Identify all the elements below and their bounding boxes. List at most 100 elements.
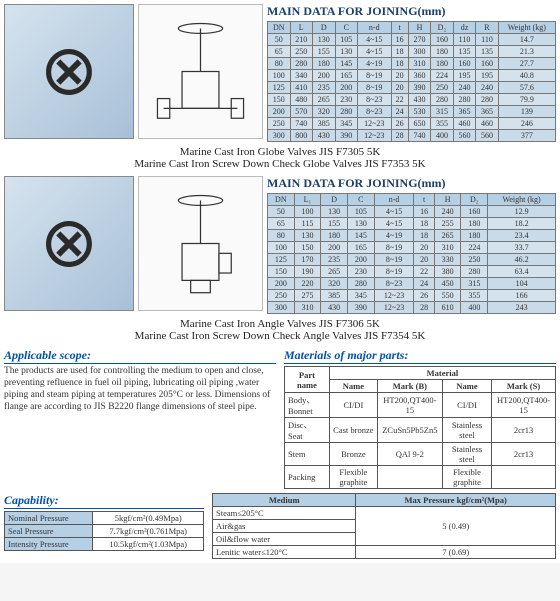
cell: 280 bbox=[453, 94, 476, 106]
cell: Cast bronze bbox=[329, 418, 377, 443]
cell: 450 bbox=[434, 278, 461, 290]
cell: 18 bbox=[391, 46, 408, 58]
cell: 345 bbox=[335, 118, 358, 130]
col-header: D bbox=[321, 194, 348, 206]
caption-1a: Marine Cast Iron Globe Valves JIS F7305 … bbox=[4, 146, 556, 158]
table-row: Steam≤205°C5 (0.49) bbox=[213, 507, 556, 520]
cell: 125 bbox=[268, 82, 291, 94]
med-pressure: 5 (0.49) bbox=[356, 507, 556, 546]
col-header: n-d bbox=[358, 22, 392, 34]
cell: 130 bbox=[348, 218, 375, 230]
col-header: H bbox=[408, 22, 431, 34]
scope-text: The products are used for controlling th… bbox=[4, 366, 276, 414]
cell: 4~15 bbox=[358, 34, 392, 46]
cell: 12~23 bbox=[374, 290, 414, 302]
cell: 150 bbox=[294, 242, 321, 254]
cap-value: 7.7kgf/cm²(0.761Mpa) bbox=[93, 525, 204, 538]
cell: 20 bbox=[391, 70, 408, 82]
table-row: 1501902652308~192238028063.4 bbox=[268, 266, 556, 278]
cell: 230 bbox=[348, 266, 375, 278]
valve-icon: ⊗ bbox=[40, 37, 99, 107]
cell: 300 bbox=[268, 130, 291, 142]
cell: 12~23 bbox=[358, 118, 392, 130]
cell: 155 bbox=[321, 218, 348, 230]
table-row: 1001502001658~192031022433.7 bbox=[268, 242, 556, 254]
cell: 400 bbox=[461, 302, 488, 314]
cell: 340 bbox=[290, 70, 313, 82]
cell: 22 bbox=[414, 266, 434, 278]
cell: 377 bbox=[498, 130, 555, 142]
cell: 80 bbox=[268, 58, 291, 70]
table-row: 25027538534512~2326550355166 bbox=[268, 290, 556, 302]
cell: 26 bbox=[391, 118, 408, 130]
cell: 650 bbox=[408, 118, 431, 130]
part-name-header: Part name bbox=[285, 367, 330, 393]
med-pressure: 7 (0.69) bbox=[356, 546, 556, 559]
cell bbox=[492, 466, 556, 489]
table-row: StemBronzeQAl 9-2Stainless steel2cr13 bbox=[285, 443, 556, 466]
cell: 28 bbox=[414, 302, 434, 314]
cell: 320 bbox=[313, 106, 336, 118]
table-row: 652501551304~151830018013513521.3 bbox=[268, 46, 556, 58]
cell: 8~19 bbox=[374, 254, 414, 266]
cell: 40.8 bbox=[498, 70, 555, 82]
table-row: 1504802652308~232243028028028079.9 bbox=[268, 94, 556, 106]
table-row: Nominal Pressure5kgf/cm²(0.49Mpa) bbox=[5, 512, 204, 525]
cell: 110 bbox=[476, 34, 499, 46]
caption-2b: Marine Cast Iron Screw Down Check Angle … bbox=[4, 330, 556, 342]
cell: 8~19 bbox=[374, 266, 414, 278]
cell: 24 bbox=[414, 278, 434, 290]
cell: 150 bbox=[268, 266, 295, 278]
cell: 105 bbox=[348, 206, 375, 218]
cell: 8~19 bbox=[358, 70, 392, 82]
cell: 430 bbox=[321, 302, 348, 314]
cell: 100 bbox=[268, 70, 291, 82]
cell: 190 bbox=[294, 266, 321, 278]
col-header: H bbox=[434, 194, 461, 206]
cell: 8~23 bbox=[374, 278, 414, 290]
scope-title: Applicable scope: bbox=[4, 348, 276, 364]
cell: 139 bbox=[498, 106, 555, 118]
cell: 250 bbox=[461, 254, 488, 266]
joining-table-2: DNL₁DCn-dtHD₂Weight (kg) 501001301054~15… bbox=[267, 193, 556, 314]
cell: 18 bbox=[414, 218, 434, 230]
table-row: 2005703202808~2324530315365365139 bbox=[268, 106, 556, 118]
cell: 100 bbox=[268, 242, 295, 254]
cell: 22 bbox=[391, 94, 408, 106]
cell: 265 bbox=[321, 266, 348, 278]
cell: 63.4 bbox=[488, 266, 556, 278]
cell: 410 bbox=[290, 82, 313, 94]
cell: 250 bbox=[268, 290, 295, 302]
cell: 130 bbox=[313, 34, 336, 46]
cell: 57.6 bbox=[498, 82, 555, 94]
cell: 240 bbox=[476, 82, 499, 94]
cell: 430 bbox=[313, 130, 336, 142]
cell: 130 bbox=[335, 46, 358, 58]
cell: 385 bbox=[313, 118, 336, 130]
cell: 50 bbox=[268, 206, 295, 218]
table-row: Intensity Pressure10.5kgf/cm²(1.03Mpa) bbox=[5, 538, 204, 551]
col-header: t bbox=[391, 22, 408, 34]
cell: Stainless steel bbox=[442, 443, 491, 466]
cell: 125 bbox=[268, 254, 295, 266]
cell: 250 bbox=[268, 118, 291, 130]
cell: 355 bbox=[431, 118, 454, 130]
cell: Body、Bonnet bbox=[285, 393, 330, 418]
cell: HT200,QT400-15 bbox=[492, 393, 556, 418]
material-header: Material bbox=[329, 367, 555, 380]
col-header: n-d bbox=[374, 194, 414, 206]
cell: 460 bbox=[476, 118, 499, 130]
cell: 115 bbox=[294, 218, 321, 230]
col-header: D₂ bbox=[431, 22, 454, 34]
col-header: L bbox=[290, 22, 313, 34]
caption-2a: Marine Cast Iron Angle Valves JIS F7306 … bbox=[4, 318, 556, 330]
cell: 160 bbox=[476, 58, 499, 70]
cell: ZCuSn5Pb5Zn5 bbox=[377, 418, 442, 443]
cell: 8~23 bbox=[358, 94, 392, 106]
joining-heading-1: MAIN DATA FOR JOINING(mm) bbox=[267, 4, 556, 19]
cell: 18 bbox=[391, 58, 408, 70]
med-header: Medium bbox=[213, 494, 356, 507]
cell: CI/DI bbox=[442, 393, 491, 418]
cell: 390 bbox=[348, 302, 375, 314]
cell: 4~15 bbox=[374, 218, 414, 230]
